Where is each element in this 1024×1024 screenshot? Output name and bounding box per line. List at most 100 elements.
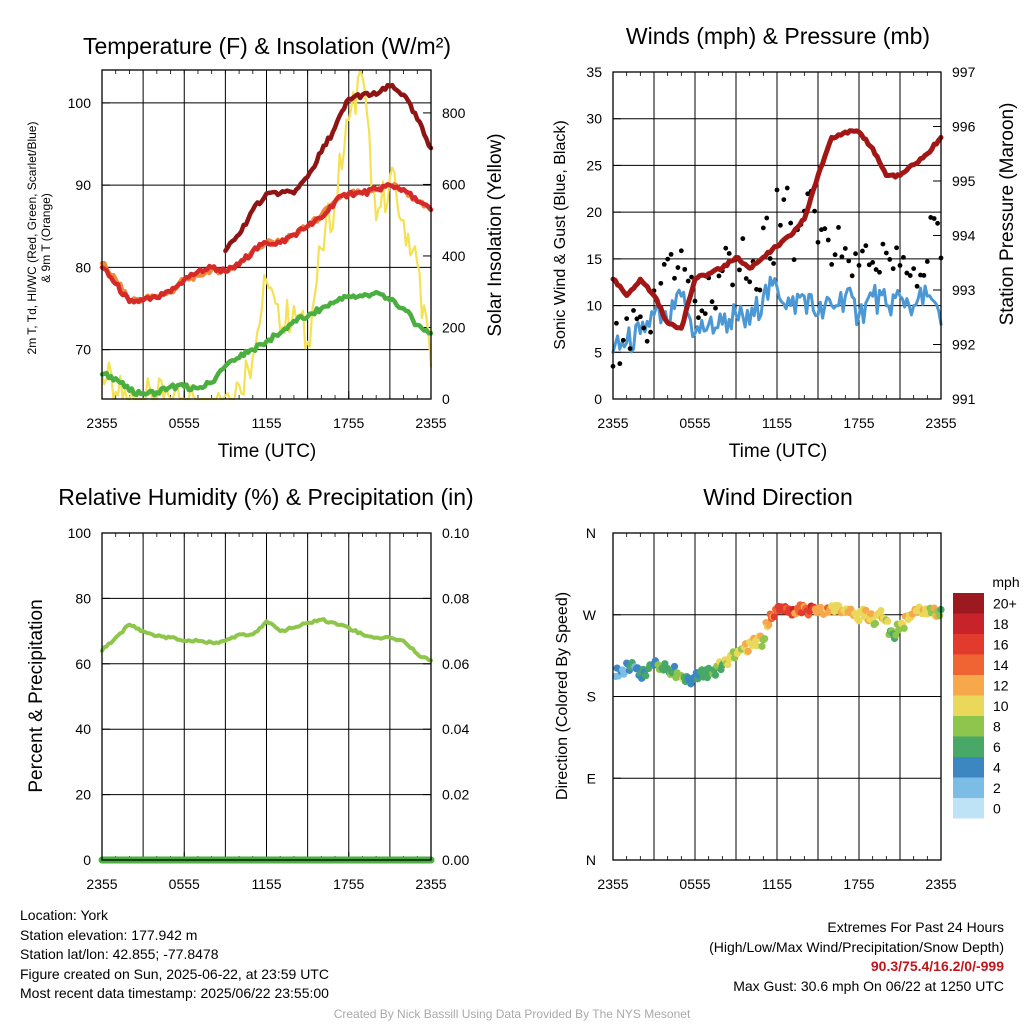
humidity-y2tick-label: 0.02	[442, 787, 469, 803]
direction-point	[670, 662, 679, 671]
colorbar-label: 14	[993, 657, 1009, 673]
winds-gust-point	[901, 254, 906, 260]
direction-xtick-label: 2355	[925, 876, 956, 892]
winds-gust-point	[641, 325, 647, 331]
winds-gust-point	[730, 282, 735, 288]
winds-gust-point	[887, 257, 893, 262]
direction-point	[871, 619, 880, 628]
winds-gust-point	[924, 259, 930, 264]
winds-gust-point	[870, 259, 876, 265]
direction-ytick-label: S	[587, 689, 596, 705]
temperature-series-2mt	[223, 82, 434, 254]
winds-gust-point	[812, 208, 817, 214]
winds-gust-point	[774, 187, 780, 193]
direction-point	[900, 624, 908, 632]
winds-gust-point	[678, 248, 684, 254]
winds-gust-point	[911, 266, 917, 272]
winds-gust-point	[696, 315, 701, 321]
winds-gust-point	[805, 191, 811, 197]
humidity-plot: 0 20 40 60 80 100 0.00 0.02 0.04 0.06 0.08 0.10 2355…	[68, 525, 470, 892]
winds-gust-point	[935, 220, 940, 226]
direction-ytick-label: N	[586, 852, 596, 868]
winds-gust-point	[842, 246, 848, 251]
winds-title: Winds (mph) & Pressure (mb)	[626, 23, 930, 49]
winds-gust-point	[760, 225, 766, 231]
humidity-ytick-label: 60	[75, 656, 91, 672]
winds-gust-point	[624, 316, 630, 321]
direction-point	[752, 642, 761, 650]
winds-ytick-label: 10	[586, 298, 602, 314]
temperature-y2tick-label: 800	[442, 105, 466, 121]
humidity-xtick-label: 0555	[169, 876, 200, 892]
winds-gust-point	[914, 283, 920, 289]
colorbar-swatch	[953, 613, 984, 634]
winds-gust-point	[685, 278, 691, 284]
colorbar-label: 12	[993, 677, 1009, 693]
max-gust: Max Gust: 30.6 mph On 06/22 at 1250 UTC	[733, 977, 1004, 994]
temperature-ytick-label: 100	[68, 95, 92, 111]
humidity-y2tick-label: 0.08	[442, 590, 469, 606]
winds-gust-point	[644, 338, 650, 344]
winds-gust-point	[620, 337, 626, 343]
winds-gust-point	[880, 241, 886, 247]
humidity-title: Relative Humidity (%) & Precipitation (i…	[58, 484, 473, 510]
humidity-xtick-label: 2355	[415, 876, 446, 892]
direction-xtick-label: 1155	[762, 876, 792, 892]
direction-frame	[612, 532, 942, 861]
direction-point	[724, 661, 732, 669]
winds-xtick-label: 2355	[597, 415, 628, 431]
winds-gust-point	[675, 265, 681, 270]
winds-gust-point	[747, 279, 753, 285]
humidity-series-rh	[100, 617, 433, 663]
station-elevation: Station elevation: 177.942 m	[20, 926, 198, 943]
winds-gust-point	[658, 280, 664, 286]
station-location: Location: York	[20, 907, 108, 923]
humidity-ytick-label: 80	[75, 590, 91, 606]
winds-y2tick-label: 991	[952, 391, 976, 407]
winds-ytick-label: 30	[586, 111, 602, 127]
direction-point	[862, 606, 870, 614]
extremes-subtitle: (High/Low/Max Wind/Precipitation/Snow De…	[709, 938, 1004, 955]
colorbar-label: 16	[993, 636, 1009, 652]
colorbar-label: 4	[993, 759, 1001, 775]
winds-gust-point	[661, 261, 667, 267]
humidity-y2tick-label: 0.10	[442, 525, 469, 541]
winds-xtick-label: 0555	[679, 415, 710, 431]
winds-y2tick-label: 997	[952, 64, 976, 80]
direction-ylabel: Direction (Colored By Speed)	[554, 592, 571, 800]
temperature-ytick-label: 90	[75, 177, 91, 193]
winds-gust-point	[716, 273, 722, 279]
temperature-ylabel-line2: & 9m T (Orange)	[39, 193, 53, 283]
credit-line: Created By Nick Bassill Using Data Provi…	[333, 1007, 691, 1021]
extremes-values: 90.3/75.4/16.2/0/-999	[870, 958, 1004, 974]
winds-ytick-label: 15	[586, 251, 602, 267]
extremes-title: Extremes For Past 24 Hours	[827, 919, 1004, 935]
winds-gust-point	[897, 263, 903, 268]
humidity-xtick-label: 1155	[251, 876, 281, 892]
winds-gust-point	[617, 361, 623, 367]
direction-point	[936, 612, 944, 620]
winds-ytick-label: 25	[586, 157, 602, 173]
winds-y2tick-label: 992	[952, 337, 976, 353]
winds-gust-point	[815, 239, 821, 245]
winds-gust-point	[921, 273, 927, 278]
direction-ytick-label: W	[583, 607, 597, 623]
winds-ytick-label: 0	[594, 391, 602, 407]
winds-gust-point	[856, 263, 862, 268]
direction-point	[867, 610, 875, 618]
direction-point	[761, 635, 769, 643]
recent-timestamp: Most recent data timestamp: 2025/06/22 2…	[20, 985, 329, 1001]
winds-gust-point	[825, 237, 831, 243]
winds-gust-point	[931, 216, 937, 221]
winds-gust-point	[737, 267, 742, 273]
direction-xtick-label: 2355	[597, 876, 628, 892]
winds-xtick-label: 1155	[762, 415, 792, 431]
temperature-frame	[101, 69, 432, 400]
winds-gust-point	[668, 251, 674, 257]
winds-xtick-label: 1755	[843, 415, 874, 431]
winds-gust-point	[849, 273, 855, 279]
colorbar-label: 0	[993, 800, 1001, 816]
winds-y2label: Station Pressure (Maroon)	[997, 103, 1018, 326]
humidity-ylabel: Percent & Precipitation	[26, 599, 47, 792]
direction-point	[877, 607, 885, 615]
